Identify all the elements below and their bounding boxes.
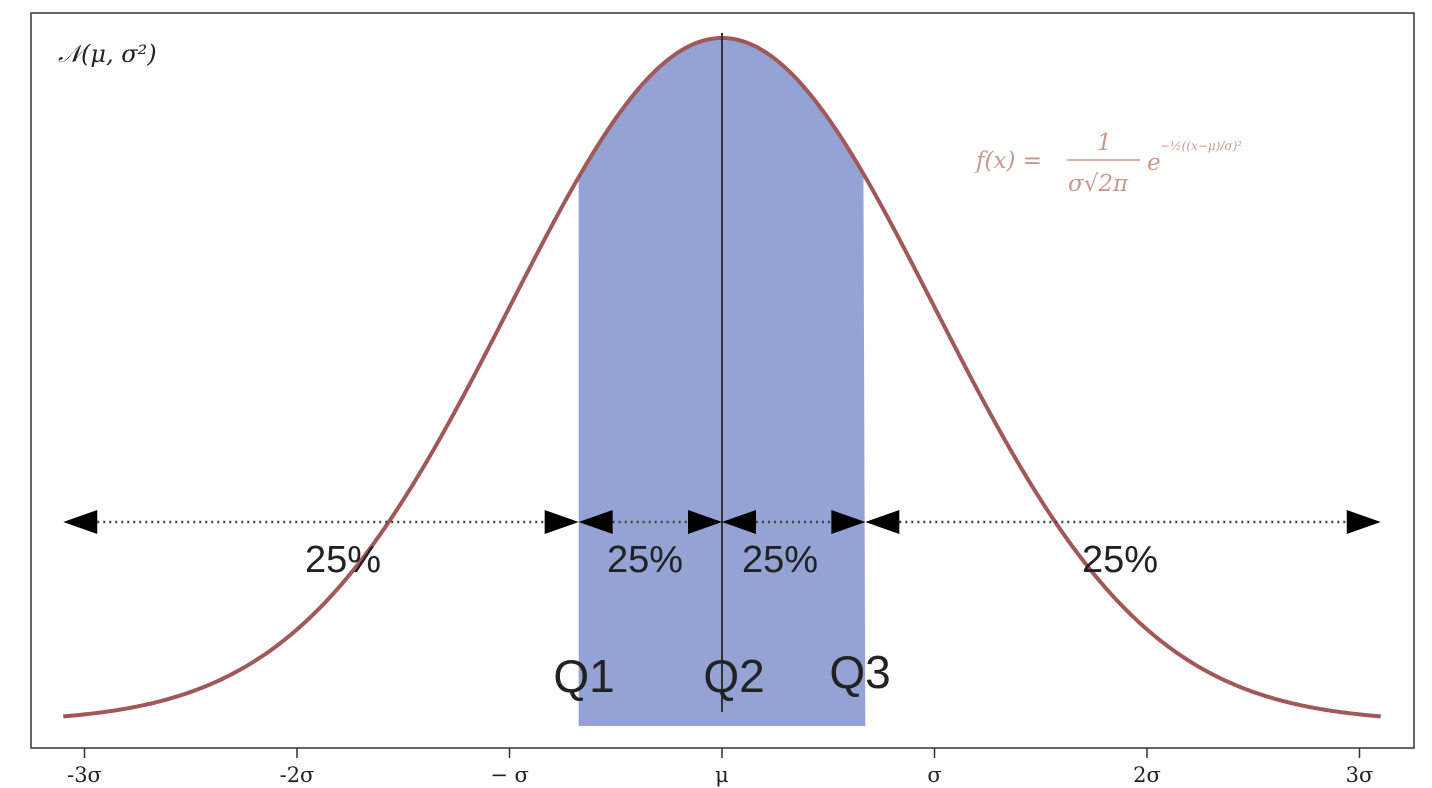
x-tick-label: -2σ	[280, 763, 315, 787]
x-tick-label: σ	[927, 763, 941, 787]
x-tick-label: 2σ	[1133, 763, 1161, 787]
arrowhead-right	[1346, 510, 1381, 534]
arrowhead-left	[865, 510, 900, 534]
quartile-label: Q3	[829, 646, 890, 698]
segment-arrow	[578, 510, 722, 534]
segment-percent-labels: 25% 25% 25% 25%	[305, 539, 1158, 581]
x-tick-label: μ	[715, 763, 729, 787]
segment-arrow	[865, 510, 1381, 534]
formula-numerator: 1	[1097, 130, 1112, 156]
x-axis-ticks: -3σ -2σ − σ μ σ 2σ 3σ	[67, 748, 1373, 787]
segment-percent-label: 25%	[742, 539, 818, 581]
quartile-label: Q1	[553, 650, 614, 702]
formula-denominator: σ√2π	[1068, 171, 1129, 197]
arrowhead-left	[722, 510, 756, 534]
quartile-labels: Q1 Q2 Q3	[553, 646, 890, 702]
quartile-arrows	[63, 510, 1381, 534]
arrowhead-right	[831, 510, 866, 534]
x-tick-label: 3σ	[1346, 763, 1374, 787]
arrowhead-left	[63, 510, 98, 534]
segment-arrow	[63, 510, 579, 534]
formula-exponent: −½((x−μ)/σ)²	[1160, 139, 1242, 153]
x-tick-label: -3σ	[67, 763, 102, 787]
density-formula: f(x) = 1 σ√2π e −½((x−μ)/σ)²	[974, 130, 1242, 197]
formula-lhs: f(x) =	[974, 148, 1042, 174]
distribution-label: 𝒩(μ, σ²)	[58, 40, 157, 68]
quartile-label: Q2	[703, 650, 764, 702]
arrowhead-right	[544, 510, 579, 534]
segment-arrow	[722, 510, 866, 534]
formula-exp-base: e	[1147, 150, 1161, 176]
segment-percent-label: 25%	[305, 539, 381, 581]
x-tick-label: − σ	[490, 763, 529, 787]
segment-percent-label: 25%	[607, 539, 683, 581]
arrowhead-left	[578, 510, 613, 534]
segment-percent-label: 25%	[1082, 539, 1158, 581]
arrowhead-right	[688, 510, 722, 534]
